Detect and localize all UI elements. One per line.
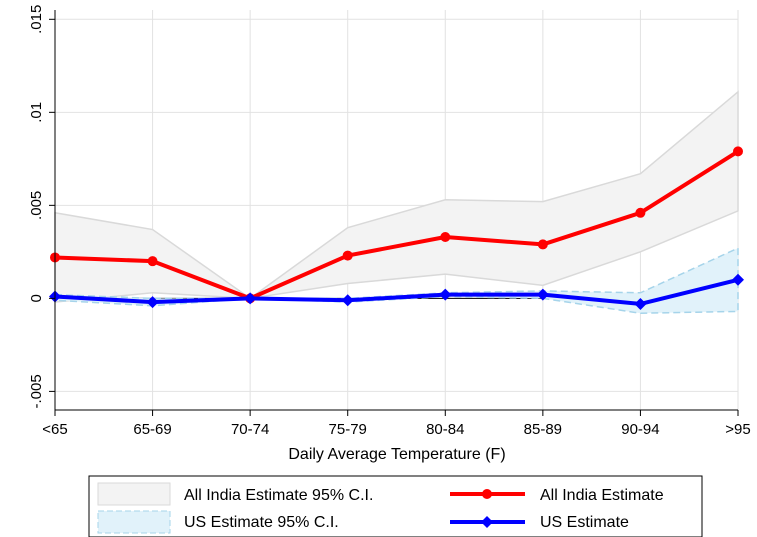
x-tick-label: 80-84 — [426, 421, 464, 438]
data-point — [244, 292, 257, 305]
data-point — [440, 231, 451, 242]
data-point — [342, 250, 353, 261]
data-point — [732, 273, 744, 286]
data-point — [147, 256, 158, 267]
data-point — [634, 297, 647, 310]
axes: <65 65-69 70-74 75-79 80-84 85-89 90-94 >95 -.00… — [28, 5, 751, 438]
confidence-band-india — [54, 90, 739, 303]
data-point — [733, 146, 743, 157]
x-tick-label: 70-74 — [231, 421, 269, 438]
x-tick-label: 85-89 — [524, 421, 562, 438]
data-point — [635, 207, 646, 218]
x-axis-title: Daily Average Temperature (F) — [288, 446, 505, 463]
data-point — [537, 239, 548, 250]
legend-label-us-ci: US Estimate 95% C.I. — [184, 514, 339, 531]
y-tick-label: .015 — [28, 5, 45, 34]
series-lines — [49, 146, 744, 310]
x-tick-label: <65 — [42, 421, 67, 438]
x-tick-label: 75-79 — [329, 421, 367, 438]
legend-label-india-ci: All India Estimate 95% C.I. — [184, 487, 373, 504]
legend-box — [88, 475, 703, 537]
data-point — [146, 296, 159, 309]
data-point — [439, 288, 452, 301]
legend-swatch-us-ci — [97, 510, 171, 534]
y-tick-label: .005 — [28, 191, 45, 220]
legend-marker-india — [482, 489, 492, 499]
y-tick-label: 0 — [28, 294, 45, 302]
legend-marker-us — [481, 516, 493, 528]
x-tick-label: 65-69 — [133, 421, 171, 438]
confidence-bands — [54, 90, 739, 315]
legend-label-us: US Estimate — [540, 514, 629, 531]
y-tick-label: -.005 — [28, 374, 45, 408]
x-tick-label: >95 — [725, 421, 750, 438]
legend: All India Estimate 95% C.I. US Estimate 9… — [88, 475, 703, 537]
y-tick-label: .01 — [28, 102, 45, 123]
data-point — [536, 288, 549, 301]
data-point — [341, 294, 354, 307]
legend-swatch-india-ci — [97, 482, 171, 506]
series-line-us — [54, 277, 739, 306]
x-tick-label: 90-94 — [621, 421, 659, 438]
series-line-india — [54, 149, 740, 301]
legend-label-india: All India Estimate — [540, 487, 664, 504]
